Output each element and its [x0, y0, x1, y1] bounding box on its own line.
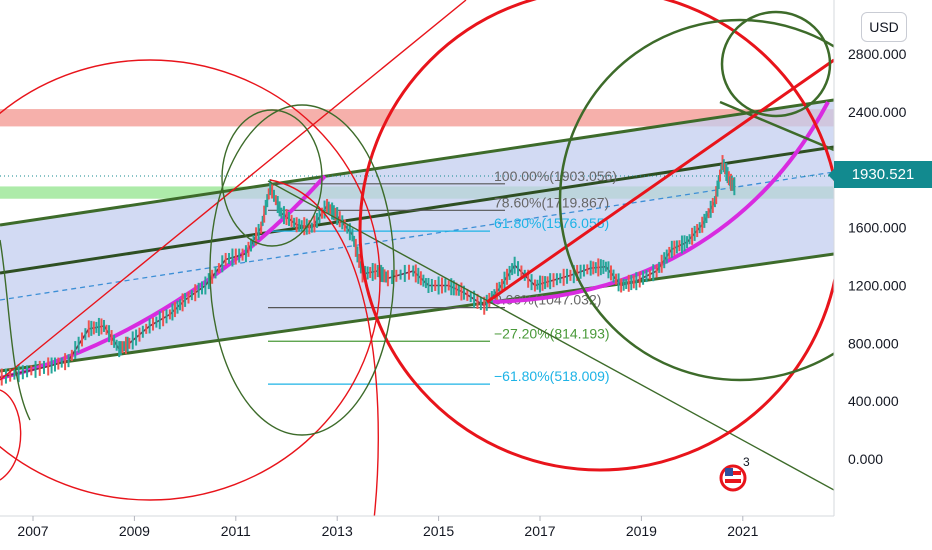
y-tick-label: 800.000: [848, 335, 899, 351]
green-circle: [221, 109, 323, 247]
fib-level-label: 78.60%(1719.867): [494, 194, 609, 210]
x-tick-label: 2009: [119, 523, 150, 539]
horizontal-zone: [0, 109, 834, 127]
y-tick-label: 2400.000: [848, 104, 907, 120]
red-arc: [0, 389, 22, 481]
current-price-label: 1930.521: [828, 161, 932, 188]
channel-lower-line: [0, 252, 834, 373]
growth-curve: [486, 101, 830, 304]
price-channel-fill: [0, 100, 834, 371]
badge-count: 3: [743, 455, 750, 469]
x-tick-label: 2019: [626, 523, 657, 539]
fib-level-label: 100.00%(1903.056): [494, 168, 617, 184]
y-tick-label: 1600.000: [848, 220, 907, 236]
fib-level-label: 61.80%(1576.055): [494, 215, 609, 231]
y-tick-label: 0.000: [848, 451, 883, 467]
fib-level-label: 0.00%(1047.032): [494, 292, 601, 308]
x-tick-label: 2011: [221, 523, 251, 539]
flag-badge-icon[interactable]: 3: [719, 454, 753, 496]
descending-trend-line: [267, 180, 834, 491]
x-tick-label: 2021: [727, 523, 758, 539]
x-tick-label: 2007: [17, 523, 48, 539]
green-circle: [558, 18, 834, 382]
red-arc: [358, 0, 834, 472]
currency-button[interactable]: USD: [861, 12, 907, 42]
badge-stripe: [725, 479, 741, 483]
y-tick-label: 2800.000: [848, 46, 907, 62]
y-tick-label: 1200.000: [848, 277, 907, 293]
dashed-trend-line: [0, 171, 834, 301]
green-circle: [720, 10, 832, 118]
channel-upper-line: [0, 98, 834, 227]
red-arc: [269, 179, 379, 516]
short-trend-line: [719, 100, 834, 152]
x-tick-label: 2015: [423, 523, 454, 539]
x-tick-label: 2013: [322, 523, 353, 539]
red-arc: [0, 59, 381, 501]
fib-level-label: −61.80%(518.009): [494, 368, 610, 384]
y-tick-label: 400.000: [848, 393, 899, 409]
red-trend-line: [486, 58, 834, 304]
red-fan-line: [0, 0, 467, 381]
green-arc: [0, 239, 31, 421]
x-tick-label: 2017: [524, 523, 555, 539]
fib-level-label: −27.20%(814.193): [494, 325, 610, 341]
green-circle: [209, 104, 395, 436]
badge-canton: [725, 468, 733, 476]
